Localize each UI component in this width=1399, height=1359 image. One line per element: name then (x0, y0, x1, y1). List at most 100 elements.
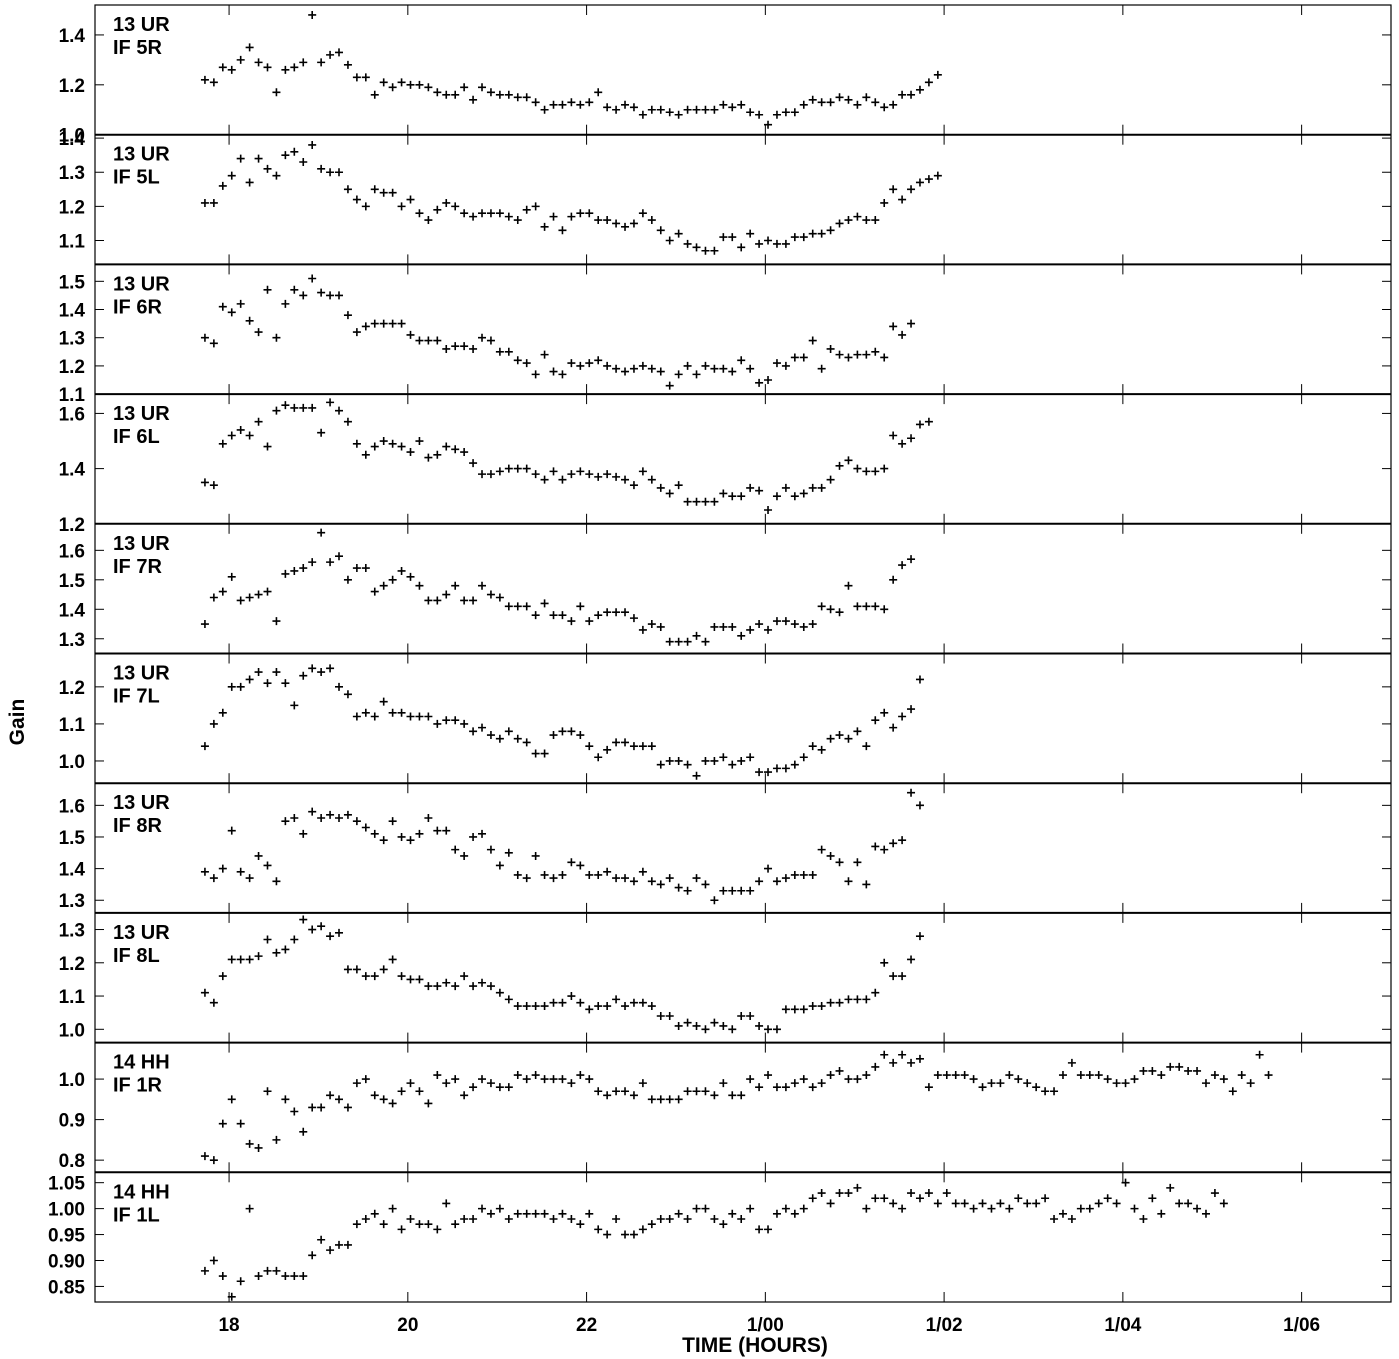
data-point (299, 1272, 308, 1281)
panel-if-label: IF 6L (113, 426, 160, 448)
data-point (254, 590, 263, 599)
data-point (397, 832, 406, 841)
data-point (647, 877, 656, 886)
data-point (692, 874, 701, 883)
data-point (719, 1021, 728, 1030)
data-point (370, 1091, 379, 1100)
data-point (889, 575, 898, 584)
data-point (343, 311, 352, 320)
data-point (397, 972, 406, 981)
data-point (209, 339, 218, 348)
data-point (1094, 1071, 1103, 1080)
data-point (460, 972, 469, 981)
data-point (370, 185, 379, 194)
data-point (594, 88, 603, 97)
data-point (379, 188, 388, 197)
data-point (433, 336, 442, 345)
data-point (433, 1225, 442, 1234)
data-point (621, 608, 630, 617)
data-point (853, 727, 862, 736)
data-point (317, 813, 326, 822)
data-point (451, 202, 460, 211)
data-point (263, 679, 272, 688)
data-point (442, 442, 451, 451)
data-point (844, 216, 853, 225)
data-point (710, 1091, 719, 1100)
data-point (549, 100, 558, 109)
data-point (424, 336, 433, 345)
data-point (299, 829, 308, 838)
data-point (1139, 1214, 1148, 1223)
data-point (951, 1199, 960, 1208)
data-point (272, 171, 281, 180)
data-point (746, 625, 755, 634)
data-point (1041, 1194, 1050, 1203)
data-point (978, 1083, 987, 1092)
data-point (692, 1021, 701, 1030)
data-point (898, 836, 907, 845)
data-point (621, 100, 630, 109)
data-point (853, 602, 862, 611)
data-point (585, 1005, 594, 1014)
data-point (880, 845, 889, 854)
data-point (1228, 1087, 1237, 1096)
data-point (433, 450, 442, 459)
data-point (281, 679, 290, 688)
data-point (915, 1194, 924, 1203)
data-point (755, 110, 764, 119)
data-point (728, 233, 737, 242)
data-point (737, 886, 746, 895)
y-tick-label: 1.1 (59, 715, 86, 736)
data-point (799, 1075, 808, 1084)
data-point (898, 439, 907, 448)
data-point (1014, 1075, 1023, 1084)
panel-antenna-label: 13 UR (113, 273, 170, 295)
data-point (451, 982, 460, 991)
data-point (442, 1079, 451, 1088)
data-point (540, 475, 549, 484)
data-point (272, 88, 281, 97)
data-point (781, 239, 790, 248)
data-point (1112, 1199, 1121, 1208)
y-tick-label: 1.1 (59, 385, 86, 406)
data-point (612, 105, 621, 114)
data-point (335, 48, 344, 57)
data-point (567, 212, 576, 221)
data-point (862, 350, 871, 359)
data-point (755, 620, 764, 629)
data-point (933, 70, 942, 79)
data-point (236, 1277, 245, 1286)
data-point (790, 108, 799, 117)
data-point (227, 1095, 236, 1104)
data-point (978, 1199, 987, 1208)
data-point (343, 417, 352, 426)
data-point (299, 1127, 308, 1136)
data-point (576, 602, 585, 611)
data-point (737, 631, 746, 640)
data-point (692, 631, 701, 640)
data-point (254, 328, 263, 337)
data-point (451, 445, 460, 454)
data-point (737, 756, 746, 765)
data-point (638, 1225, 647, 1234)
data-point (799, 489, 808, 498)
data-point (406, 195, 415, 204)
panel-antenna-label: 13 UR (113, 663, 170, 685)
data-point (629, 1091, 638, 1100)
data-point (629, 364, 638, 373)
data-point (1005, 1204, 1014, 1213)
data-point (629, 742, 638, 751)
data-point (817, 483, 826, 492)
data-point (335, 682, 344, 691)
data-point (272, 333, 281, 342)
data-point (218, 1119, 227, 1128)
data-point (361, 823, 370, 832)
data-point (379, 78, 388, 87)
data-point (558, 727, 567, 736)
data-point (227, 308, 236, 317)
data-point (826, 475, 835, 484)
data-point (442, 826, 451, 835)
data-point (576, 998, 585, 1007)
data-point (361, 708, 370, 717)
data-point (290, 813, 299, 822)
